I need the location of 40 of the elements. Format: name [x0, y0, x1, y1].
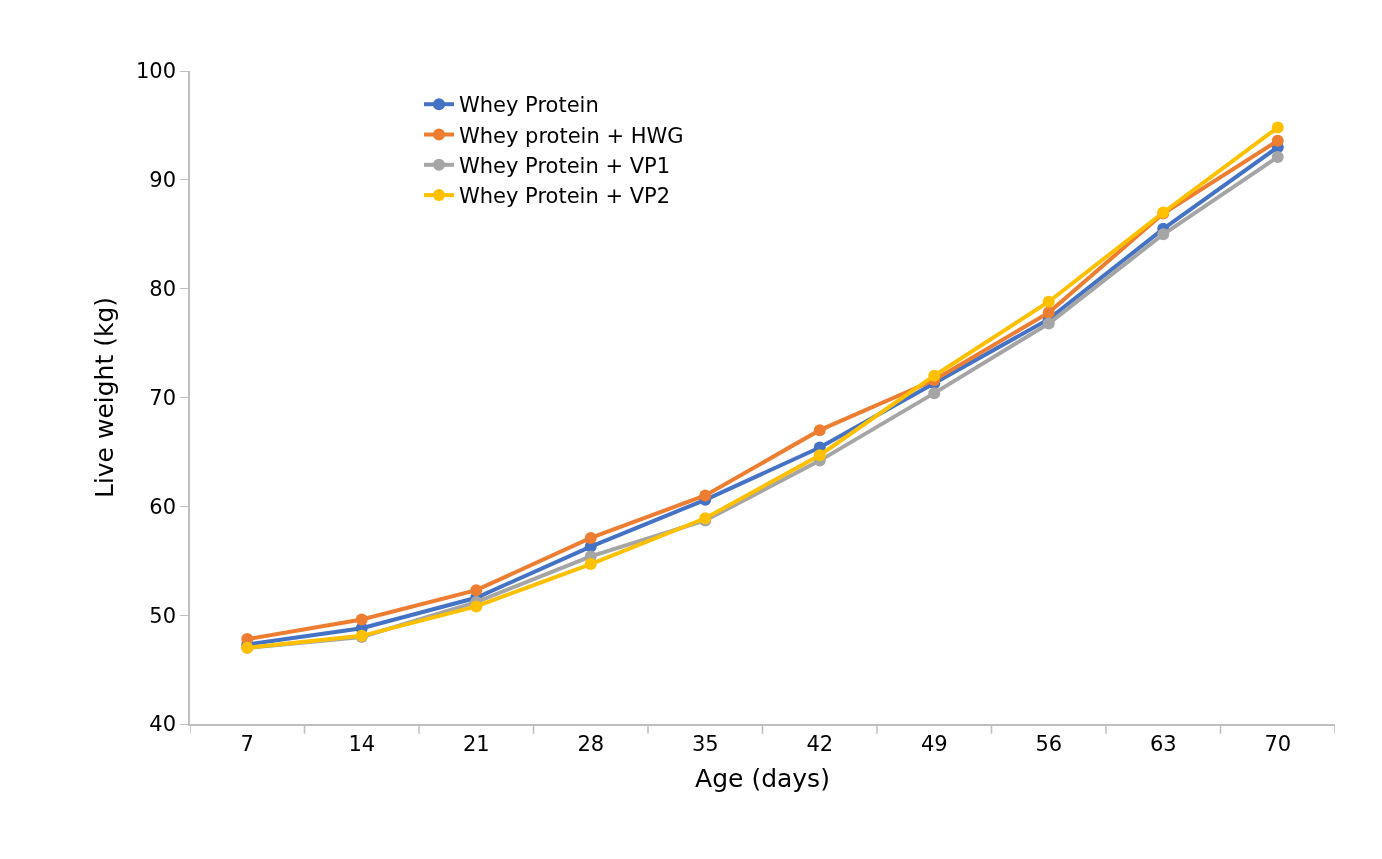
- y-axis-title: Live weight (kg): [90, 296, 120, 499]
- point: [584, 558, 597, 570]
- x-tick-label: 63: [1149, 731, 1177, 756]
- legend-label: Whey protein + HWG: [459, 123, 684, 148]
- point: [584, 531, 597, 544]
- point: [1157, 228, 1170, 241]
- x-tick-label: 70: [1264, 731, 1292, 756]
- point: [813, 449, 826, 462]
- x-tick-label: 7: [240, 731, 254, 756]
- point: [928, 387, 941, 400]
- legend-label: Whey Protein + VP1: [459, 154, 671, 178]
- x-tick-label: 35: [691, 731, 719, 756]
- x-tick-label: 49: [920, 731, 948, 756]
- y-tick-label: 90: [149, 168, 177, 193]
- y-tick-label: 100: [135, 59, 177, 84]
- y-tick-label: 60: [149, 494, 177, 519]
- x-tick-label: 21: [462, 731, 490, 756]
- x-tick-label: 14: [348, 731, 376, 756]
- point: [1271, 121, 1284, 134]
- legend-label: Whey Protein + VP2: [459, 184, 671, 209]
- legend-label: Whey Protein: [459, 93, 599, 118]
- x-tick-label: 56: [1035, 731, 1063, 756]
- point: [1271, 150, 1284, 163]
- point: [1042, 295, 1055, 308]
- x-axis-title: Age (days): [695, 764, 830, 794]
- point: [1042, 317, 1055, 330]
- x-tick-label: 42: [806, 731, 834, 756]
- point: [1271, 134, 1284, 147]
- point: [355, 613, 368, 626]
- point: [1042, 306, 1055, 319]
- point: [470, 600, 483, 613]
- point: [699, 489, 712, 502]
- y-tick-label: 50: [149, 603, 177, 628]
- point: [928, 369, 941, 382]
- point: [470, 584, 483, 597]
- point: [813, 424, 826, 437]
- y-tick-label: 40: [149, 712, 177, 737]
- y-tick-label: 70: [149, 385, 177, 410]
- x-tick-label: 28: [577, 731, 605, 756]
- y-tick-label: 80: [149, 277, 177, 302]
